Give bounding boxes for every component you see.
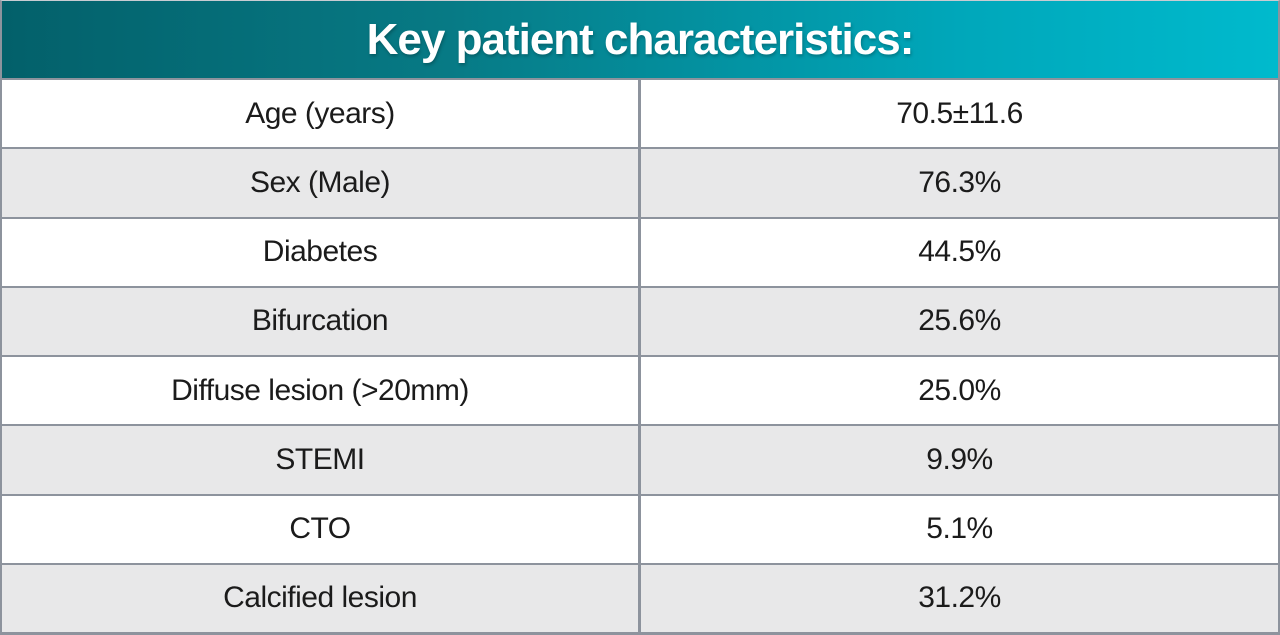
table-title: Key patient characteristics: — [366, 14, 915, 64]
row-label: Diabetes — [2, 218, 641, 286]
row-label: Diffuse lesion (>20mm) — [2, 357, 641, 425]
row-value: 70.5±11.6 — [896, 96, 1023, 130]
row-value: 5.1% — [926, 512, 993, 546]
table-row: Diffuse lesion (>20mm) 25.0% — [2, 355, 1278, 425]
row-label: Sex (Male) — [2, 149, 641, 217]
row-label: Age (years) — [2, 80, 641, 148]
row-value: 25.6% — [918, 304, 1001, 338]
table-row: Calcified lesion 31.2% — [2, 562, 1278, 632]
table-header: Key patient characteristics: — [2, 1, 1278, 78]
row-value: 76.3% — [918, 165, 1001, 199]
row-label: STEMI — [2, 426, 641, 494]
row-label: CTO — [2, 495, 641, 563]
row-label: Calcified lesion — [2, 564, 641, 632]
table-row: STEMI 9.9% — [2, 424, 1278, 494]
row-value: 9.9% — [926, 442, 993, 476]
row-value: 44.5% — [918, 235, 1001, 269]
table-body: Age (years) 70.5±11.6 Sex (Male) 76.3% D… — [2, 78, 1278, 632]
table-row: Bifurcation 25.6% — [2, 285, 1278, 355]
row-value: 25.0% — [918, 373, 1001, 407]
table-row: Sex (Male) 76.3% — [2, 147, 1278, 217]
table-row: CTO 5.1% — [2, 493, 1278, 563]
table-row: Age (years) 70.5±11.6 — [2, 78, 1278, 148]
row-value: 31.2% — [918, 581, 1001, 615]
table-row: Diabetes 44.5% — [2, 216, 1278, 286]
row-label: Bifurcation — [2, 287, 641, 355]
